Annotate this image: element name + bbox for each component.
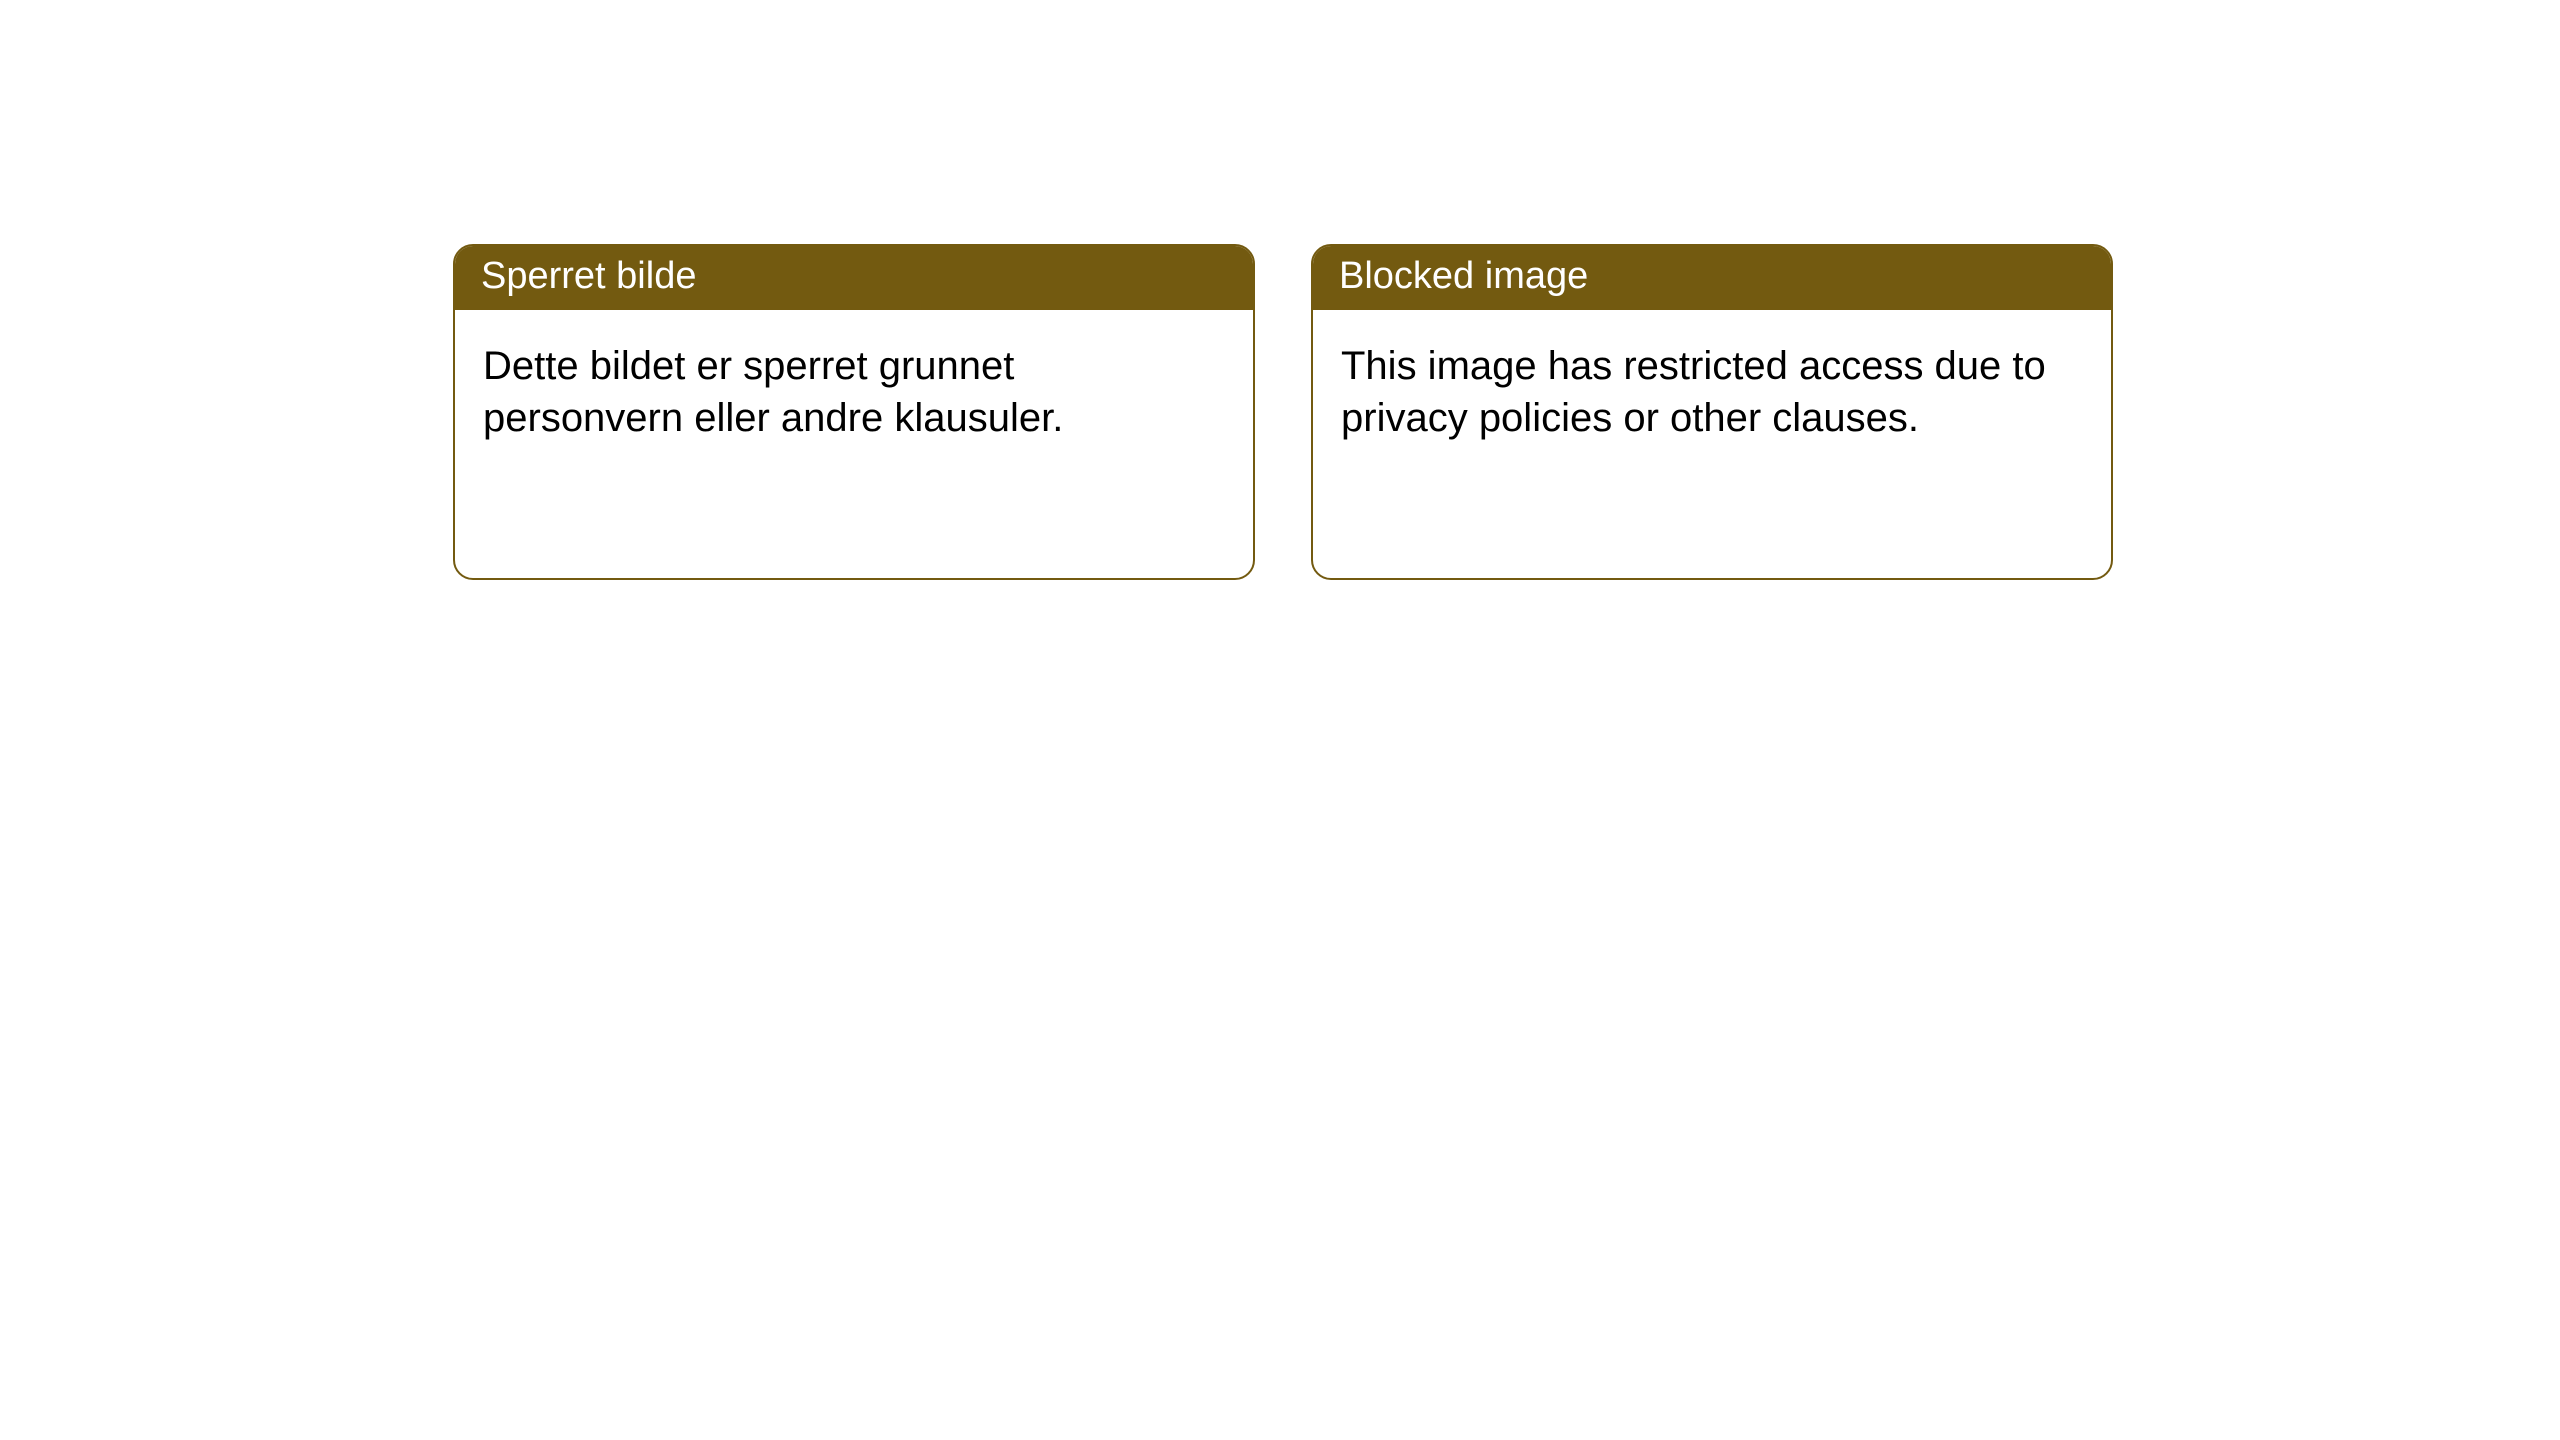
blocked-image-card-no: Sperret bilde Dette bildet er sperret gr… <box>453 244 1255 580</box>
card-body-text: This image has restricted access due to … <box>1341 344 2046 440</box>
card-header: Blocked image <box>1313 246 2111 310</box>
card-header: Sperret bilde <box>455 246 1253 310</box>
card-title: Blocked image <box>1339 255 1588 297</box>
notice-cards-container: Sperret bilde Dette bildet er sperret gr… <box>0 0 2560 580</box>
card-body: This image has restricted access due to … <box>1313 310 2111 474</box>
blocked-image-card-en: Blocked image This image has restricted … <box>1311 244 2113 580</box>
card-title: Sperret bilde <box>481 255 696 297</box>
card-body: Dette bildet er sperret grunnet personve… <box>455 310 1253 474</box>
card-body-text: Dette bildet er sperret grunnet personve… <box>483 344 1063 440</box>
